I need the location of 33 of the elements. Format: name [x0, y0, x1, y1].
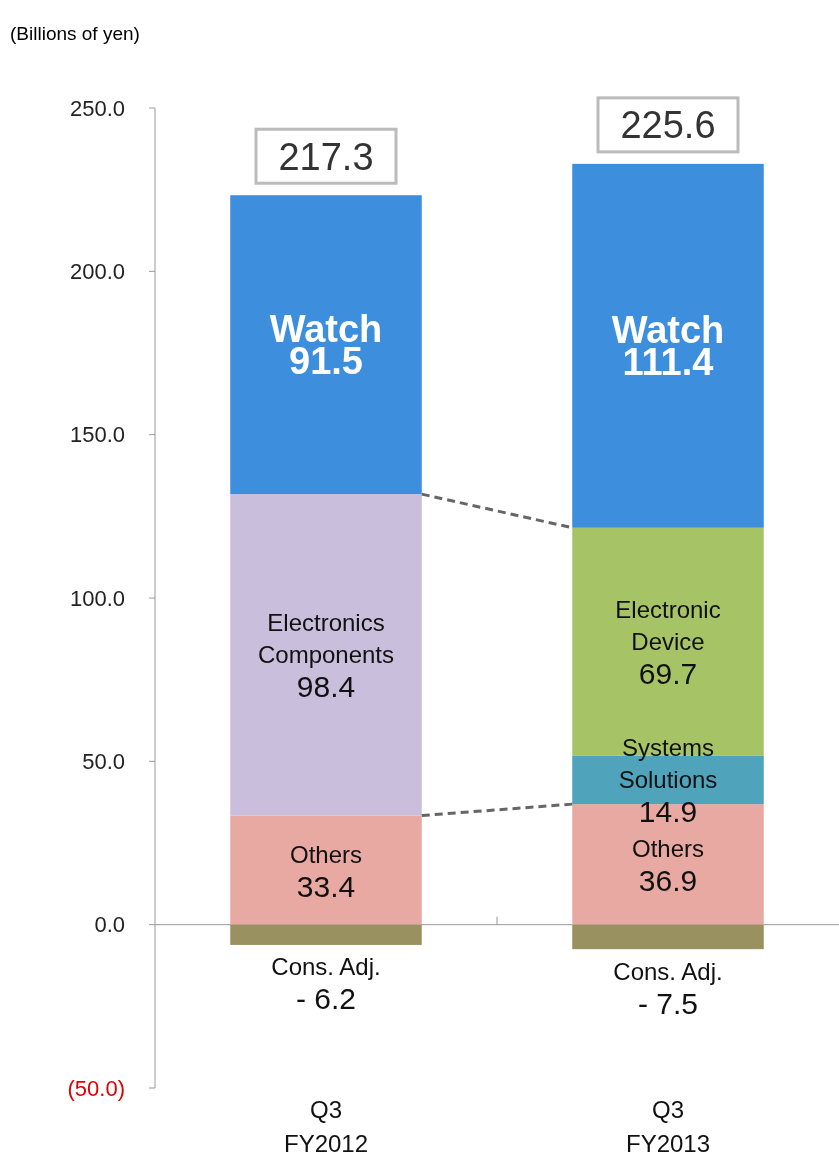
y-tick-label: 0.0: [94, 912, 125, 938]
y-tick-label: 250.0: [69, 95, 125, 121]
y-tick-label: 50.0: [82, 749, 125, 775]
data-label: 14.9: [638, 795, 698, 829]
data-label: 36.9: [638, 863, 698, 897]
total-label: 217.3: [278, 135, 374, 178]
bar: [230, 195, 422, 495]
bar: [230, 815, 422, 925]
bar: [572, 924, 764, 950]
data-label: 98.4: [296, 670, 356, 704]
bar: [572, 804, 764, 925]
x-tick-label: Q3 FY2013: [625, 1096, 711, 1157]
data-label: - 6.2: [295, 982, 357, 1016]
text: Cons. Adj.: [613, 957, 723, 985]
y-tick-label: (50.0): [67, 1075, 125, 1101]
y-tick-label: 200.0: [69, 259, 125, 285]
series-label: Cons. Adj.: [271, 953, 381, 981]
series-label: Electronic Device: [615, 596, 721, 656]
bar: [230, 494, 422, 816]
bar: [230, 924, 422, 945]
total-label: 225.6: [620, 104, 716, 147]
series-label: Systems Solutions: [618, 734, 718, 794]
data-label: 33.4: [296, 869, 356, 903]
x-tick-label: Q3 FY2012: [283, 1096, 369, 1157]
y-tick-label: 100.0: [69, 585, 125, 611]
data-label: 69.7: [638, 657, 698, 691]
bar: [572, 163, 764, 528]
y-tick-label: 150.0: [69, 422, 125, 448]
text: Others: [631, 834, 705, 862]
y-axis-title: (Billions of yen): [10, 23, 140, 44]
series-label: Others: [289, 840, 363, 868]
series-label: Electronics Components: [257, 609, 395, 669]
data-label: - 7.5: [637, 986, 699, 1020]
